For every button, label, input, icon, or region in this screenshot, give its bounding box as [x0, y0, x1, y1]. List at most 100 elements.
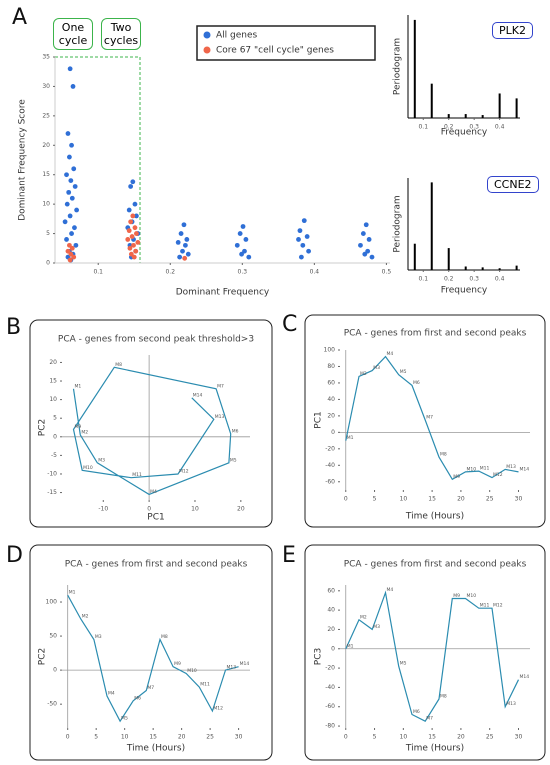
bar — [413, 243, 416, 270]
point-label: M1 — [74, 383, 81, 389]
panel-letter: E — [282, 543, 296, 568]
point — [62, 219, 68, 225]
bar — [464, 266, 467, 270]
x-axis-title: Frequency — [441, 128, 488, 138]
y-tick-label: -50 — [47, 701, 57, 708]
point — [129, 234, 135, 239]
point-label: M14 — [193, 392, 203, 398]
point-label: M3 — [373, 365, 380, 371]
point-label: M12 — [493, 472, 503, 478]
x-tick-label: 25 — [486, 496, 494, 503]
point — [298, 254, 304, 260]
point-label: M13 — [506, 464, 516, 470]
x-tick-label: 0.3 — [469, 276, 479, 283]
point — [128, 251, 134, 257]
point — [64, 172, 69, 178]
point-label: M9 — [453, 593, 460, 599]
x-axis-title: Dominant Frequency — [176, 288, 270, 298]
point — [304, 234, 310, 239]
point-label: M4 — [108, 690, 115, 696]
y-axis-title: PC1 — [314, 411, 324, 428]
point-label: M13 — [227, 665, 237, 671]
panel-letter: D — [6, 543, 23, 568]
point — [131, 242, 136, 248]
y-tick-label: 50 — [49, 633, 57, 640]
y-axis-title: PC2 — [38, 419, 48, 436]
point — [127, 245, 133, 251]
point — [135, 240, 141, 245]
point-label: M6 — [413, 380, 420, 386]
y-tick-label: 40 — [327, 396, 335, 403]
y-tick-label: -10 — [47, 470, 57, 477]
point — [68, 251, 74, 257]
y-axis-title: PC3 — [314, 648, 324, 665]
x-tick-label: 5 — [373, 734, 377, 741]
point-label: M11 — [200, 682, 210, 688]
point — [69, 231, 74, 236]
chart-title: PCA - genes from first and second peaks — [344, 560, 527, 570]
y-tick-label: 60 — [327, 587, 335, 594]
y-tick-label: 5 — [53, 415, 57, 422]
point — [369, 254, 375, 260]
y-tick-label: 35 — [42, 54, 50, 61]
point — [67, 66, 73, 72]
x-tick-label: 30 — [515, 734, 523, 741]
x-tick-label: 10 — [191, 506, 199, 513]
point — [301, 218, 307, 224]
point — [131, 254, 137, 260]
point — [67, 213, 73, 219]
point-label: M7 — [147, 685, 154, 691]
y-tick-label: -60 — [325, 703, 335, 710]
point-label: M11 — [480, 466, 490, 472]
y-tick-label: 0 — [53, 433, 57, 440]
point — [67, 154, 72, 160]
y-tick-label: 15 — [42, 171, 50, 178]
point — [69, 245, 75, 251]
point-label: M5 — [400, 369, 407, 375]
bar — [464, 114, 467, 118]
y-tick-label: -40 — [325, 684, 335, 691]
point — [300, 242, 306, 248]
panel-frame — [304, 314, 546, 528]
y-tick-label: -80 — [325, 723, 335, 730]
x-tick-label: 0.2 — [444, 276, 454, 283]
y-tick-label: 0 — [46, 260, 50, 267]
y-tick-label: 40 — [327, 607, 335, 614]
point — [66, 189, 72, 195]
y-axis-title: Periodogram — [393, 38, 403, 95]
point — [126, 207, 132, 213]
point-label: M3 — [95, 634, 102, 640]
point — [74, 207, 80, 213]
bar — [515, 265, 518, 270]
point-label: M6 — [413, 709, 420, 715]
line — [345, 590, 520, 722]
point-label: M2 — [81, 429, 88, 435]
point — [182, 255, 188, 261]
point — [128, 219, 134, 225]
y-tick-label: 10 — [42, 201, 50, 208]
point — [67, 242, 72, 248]
y-tick-label: 5 — [46, 230, 50, 237]
x-tick-label: 0.2 — [444, 124, 454, 131]
point-label: M1 — [347, 643, 354, 649]
x-tick-label: 10 — [400, 734, 408, 741]
point-label: M4 — [386, 587, 393, 593]
x-tick-label: 15 — [149, 734, 157, 741]
bar — [430, 182, 433, 270]
point — [73, 242, 79, 248]
point — [71, 166, 77, 172]
bar — [430, 83, 433, 118]
x-tick-label: -10 — [98, 506, 108, 513]
x-tick-label: 25 — [486, 734, 494, 741]
x-tick-label: 0 — [344, 734, 348, 741]
point — [185, 251, 191, 257]
x-tick-label: 0.4 — [495, 276, 505, 283]
x-tick-label: 20 — [457, 734, 465, 741]
y-tick-label: 25 — [42, 112, 50, 119]
y-tick-label: 30 — [42, 83, 50, 90]
y-tick-label: 100 — [46, 599, 58, 606]
y-tick-label: 20 — [42, 142, 50, 149]
x-tick-label: 0.3 — [238, 269, 248, 276]
point-label: M11 — [132, 472, 142, 478]
